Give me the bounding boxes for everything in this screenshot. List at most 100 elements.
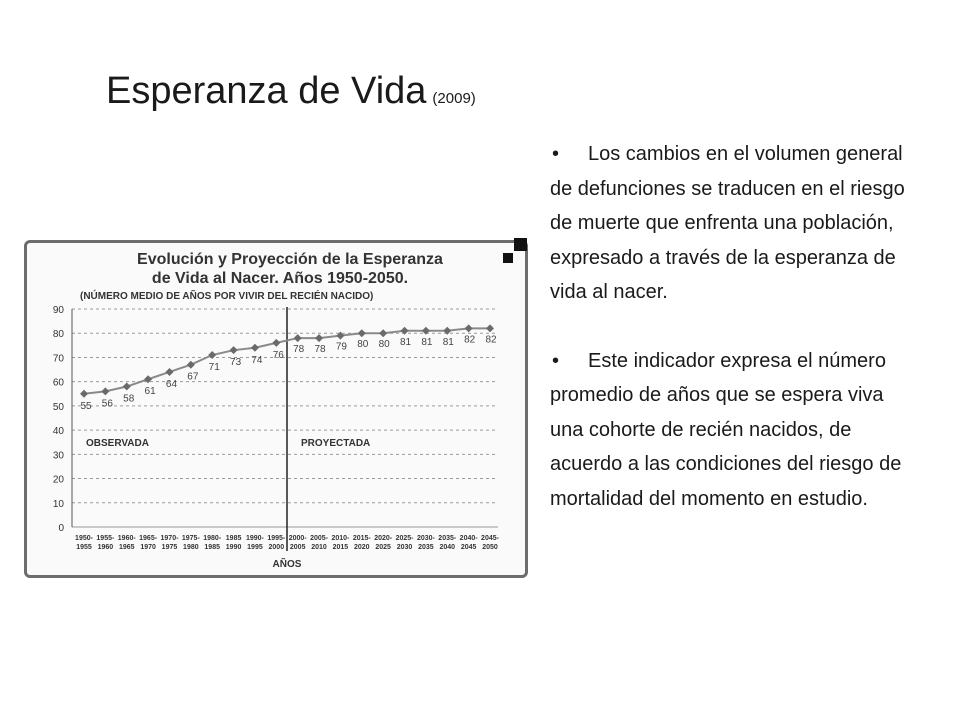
data-label: 82: [485, 334, 497, 345]
data-label: 67: [187, 372, 199, 383]
slide-title-year: (2009): [432, 90, 476, 107]
data-point: [80, 389, 88, 398]
x-tick-label: 2050: [482, 544, 498, 551]
chart-title-line-2: de Vida al Nacer. Años 1950-2050.: [151, 270, 409, 287]
x-tick-label: 2010-: [331, 535, 350, 542]
data-point: [379, 329, 388, 338]
x-tick-label: 1975: [162, 544, 178, 551]
data-label: 56: [102, 398, 114, 409]
corner-decoration: [514, 238, 527, 251]
data-point: [443, 326, 452, 335]
data-point: [336, 331, 345, 340]
x-tick-label: 1985: [204, 544, 220, 551]
region-label-observed: OBSERVADA: [86, 438, 149, 449]
data-label: 71: [209, 362, 221, 373]
x-tick-label: 1950-: [75, 535, 94, 542]
x-tick-label: 2025: [375, 544, 391, 551]
x-axis-label: AÑOS: [273, 557, 302, 570]
data-point: [464, 324, 473, 333]
bullet-marker: •: [552, 143, 560, 165]
data-label: 78: [293, 344, 305, 355]
y-tick-label: 60: [53, 378, 65, 389]
x-tick-label: 2015: [333, 544, 349, 551]
x-tick-label: 1990-: [246, 535, 265, 542]
x-tick-label: 1960: [98, 544, 114, 551]
bullet-text-2: Este indicador expresa el número promedi…: [550, 349, 902, 510]
corner-decoration-small: [503, 253, 513, 263]
y-tick-label: 70: [53, 353, 65, 364]
data-point: [400, 326, 409, 335]
x-tick-label: 2040: [439, 544, 455, 551]
y-tick-label: 0: [58, 523, 64, 534]
x-tick-label: 1995: [247, 544, 263, 551]
x-tick-label: 1955: [76, 544, 92, 551]
x-tick-label: 1980-: [203, 535, 222, 542]
data-label: 74: [251, 355, 263, 366]
x-tick-label: 1960-: [118, 535, 137, 542]
bullet-paragraph-2: • Este indicador expresa el número promed…: [550, 344, 910, 517]
x-tick-label: 1965: [119, 544, 135, 551]
data-point: [101, 387, 110, 396]
data-label: 80: [357, 339, 369, 350]
y-tick-label: 40: [53, 426, 65, 437]
chart-frame: [24, 240, 528, 578]
y-tick-label: 90: [53, 305, 65, 316]
x-tick-label: 2030-: [417, 535, 436, 542]
chart-title-line-1: Evolución y Proyección de la Esperanza: [137, 251, 443, 268]
data-label: 78: [314, 344, 326, 355]
x-tick-label: 1985: [226, 535, 242, 542]
x-tick-label: 2020-: [374, 535, 393, 542]
x-tick-label: 2005-: [310, 535, 329, 542]
y-tick-label: 80: [53, 329, 65, 340]
y-tick-label: 20: [53, 475, 65, 486]
x-tick-label: 2000-: [289, 535, 308, 542]
x-tick-label: 2030: [397, 544, 413, 551]
data-point: [186, 360, 195, 369]
data-label: 81: [421, 337, 433, 348]
data-label: 79: [336, 342, 348, 353]
x-tick-label: 1970: [140, 544, 156, 551]
x-tick-label: 2005: [290, 544, 306, 551]
x-tick-label: 2045-: [481, 535, 500, 542]
x-tick-label: 2025-: [396, 535, 415, 542]
x-tick-label: 1990: [226, 544, 242, 551]
data-label: 80: [379, 339, 391, 350]
x-tick-label: 2015-: [353, 535, 372, 542]
bullet-marker: •: [552, 349, 560, 372]
chart-title: Evolución y Proyección de la Esperanza d…: [0, 250, 560, 288]
data-label: 81: [400, 337, 412, 348]
data-label: 55: [80, 401, 92, 412]
data-point: [229, 346, 238, 355]
x-tick-label: 1955-: [96, 535, 115, 542]
data-point: [165, 367, 174, 376]
data-point: [486, 324, 494, 333]
x-tick-label: 2040-: [460, 535, 479, 542]
text-block: • Los cambios en el volumen general de de…: [550, 137, 910, 550]
x-tick-label: 1980: [183, 544, 199, 551]
x-tick-label: 2035-: [438, 535, 457, 542]
data-label: 58: [123, 394, 135, 405]
bullet-paragraph-1: • Los cambios en el volumen general de de…: [550, 137, 910, 310]
data-label: 76: [273, 350, 285, 361]
x-tick-label: 1965-: [139, 535, 158, 542]
region-label-projected: PROYECTADA: [301, 438, 370, 449]
data-point: [421, 326, 430, 335]
x-tick-label: 2035: [418, 544, 434, 551]
data-point: [315, 334, 324, 343]
y-tick-label: 10: [53, 499, 65, 510]
data-point: [122, 382, 131, 391]
data-label: 64: [166, 379, 178, 390]
data-point: [293, 334, 302, 343]
x-tick-label: 2000: [269, 544, 285, 551]
data-label: 81: [443, 337, 455, 348]
data-point: [250, 343, 259, 352]
x-tick-label: 1970-: [161, 535, 180, 542]
data-label: 61: [145, 386, 157, 397]
y-tick-label: 30: [53, 450, 65, 461]
chart-subtitle: (NÚMERO MEDIO DE AÑOS POR VIVIR DEL RECI…: [80, 291, 374, 302]
data-point: [357, 329, 366, 338]
slide-title-text: Esperanza de Vida: [106, 70, 427, 112]
y-tick-label: 50: [53, 402, 65, 413]
x-tick-label: 1975-: [182, 535, 201, 542]
